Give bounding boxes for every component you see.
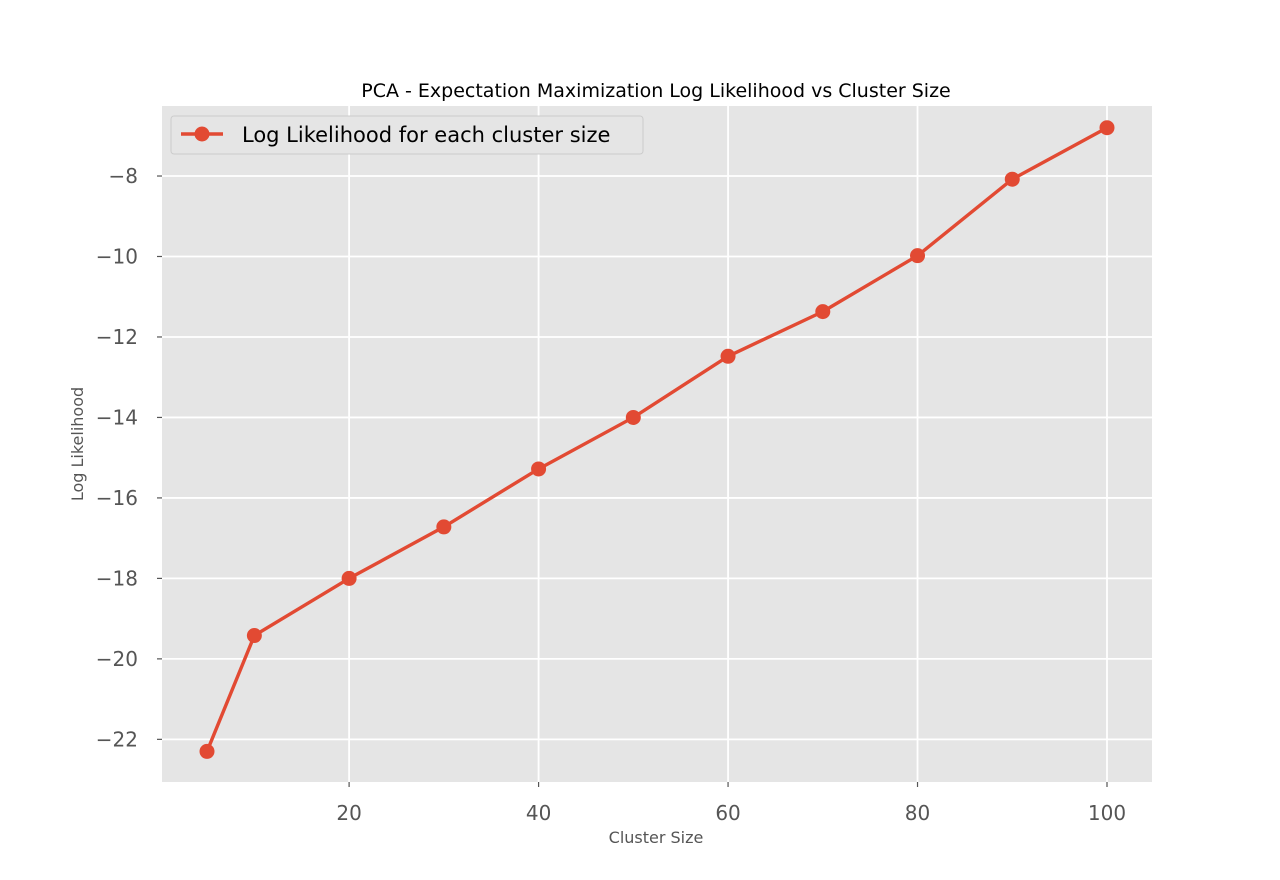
plot-area [162, 106, 1152, 782]
y-tick-label: −10 [96, 244, 138, 268]
legend-entry: Log Likelihood for each cluster size [242, 123, 610, 147]
data-point [1099, 120, 1115, 136]
y-axis-label: Log Likelihood [68, 387, 87, 501]
data-point [625, 409, 641, 425]
legend: Log Likelihood for each cluster size [170, 115, 644, 155]
data-point [246, 628, 262, 644]
data-point [531, 461, 547, 477]
data-point [341, 570, 357, 586]
data-point [436, 519, 452, 535]
data-point [199, 743, 215, 759]
data-point [1004, 171, 1020, 187]
y-grid [162, 175, 1152, 741]
legend-box [170, 115, 644, 155]
x-tick-label: 100 [1088, 801, 1126, 825]
x-tick-label: 60 [715, 801, 740, 825]
y-tick-label: −22 [96, 727, 138, 751]
legend-marker [194, 126, 210, 142]
y-tick-label: −14 [96, 405, 138, 429]
chart-title: PCA - Expectation Maximization Log Likel… [361, 80, 951, 102]
x-axis-label: Cluster Size [609, 828, 704, 847]
y-tick-labels: −22 −20 −18 −16 −14 −12 −10 −8 [96, 164, 162, 751]
x-tick-label: 40 [526, 801, 551, 825]
x-tick-labels: 20 40 60 80 100 [336, 782, 1126, 825]
y-tick-label: −18 [96, 566, 138, 590]
data-point [720, 348, 736, 364]
data-point [910, 248, 926, 264]
y-tick-label: −8 [109, 164, 138, 188]
y-tick-label: −12 [96, 325, 138, 349]
x-tick-label: 20 [336, 801, 361, 825]
series-layer [199, 120, 1115, 759]
x-tick-label: 80 [905, 801, 930, 825]
y-tick-label: −16 [96, 486, 138, 510]
x-grid [348, 106, 1108, 782]
y-tick-label: −20 [96, 647, 138, 671]
data-point [815, 304, 831, 320]
